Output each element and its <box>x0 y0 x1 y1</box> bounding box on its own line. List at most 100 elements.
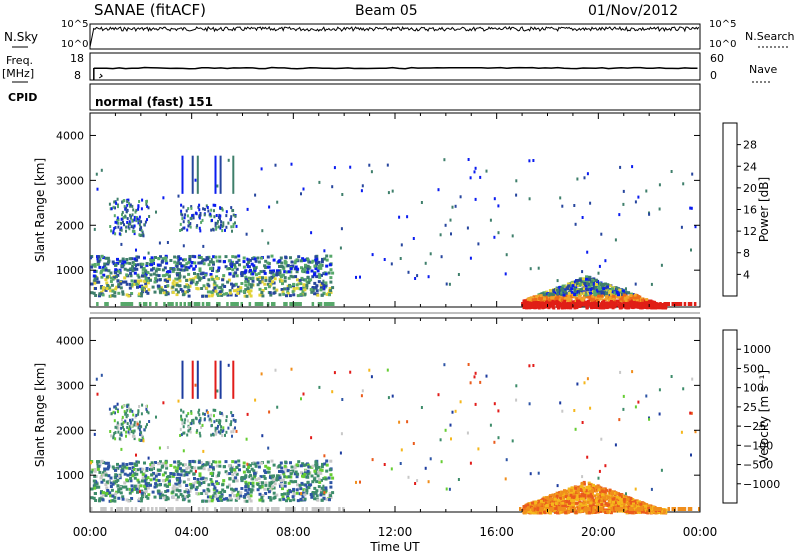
echo-cell <box>215 227 218 231</box>
echo-cell <box>187 425 190 429</box>
echo-cell <box>143 274 146 278</box>
echo-cell <box>220 293 224 297</box>
header-date: 01/Nov/2012 <box>588 3 679 19</box>
echo-cell <box>211 277 215 281</box>
echo-cell <box>307 486 311 490</box>
echo-cell <box>163 302 166 306</box>
echo-cell <box>285 302 288 306</box>
echo-cell <box>690 206 693 210</box>
echo-cell <box>224 228 226 232</box>
echo-cell <box>242 465 246 469</box>
echo-cell <box>306 270 310 274</box>
echo-cell <box>180 469 184 473</box>
echo-cell <box>147 493 151 497</box>
echo-cell <box>105 492 109 496</box>
echo-cell <box>252 469 256 473</box>
echo-cell <box>316 293 320 297</box>
echo-cell <box>166 489 170 493</box>
echo-cell <box>136 285 139 289</box>
echo-cell <box>137 294 141 298</box>
echo-cell <box>691 172 694 176</box>
echo-cell <box>325 258 329 262</box>
echo-cell <box>222 221 225 225</box>
echo-cell <box>131 469 135 473</box>
echo-cell <box>146 486 150 490</box>
echo-cell <box>575 290 579 294</box>
echo-cell <box>640 298 644 302</box>
echo-cell <box>116 279 120 283</box>
echo-cell <box>296 472 300 476</box>
echo-cell <box>234 293 238 297</box>
echo-cell <box>607 499 611 503</box>
echo-cell <box>157 286 161 290</box>
echo-cell <box>648 212 651 216</box>
echo-cell <box>253 257 257 261</box>
echo-cell <box>212 203 215 207</box>
echo-cell <box>182 275 186 279</box>
echo-cell <box>302 392 305 396</box>
echo-cell <box>451 410 454 414</box>
echo-cell <box>183 463 187 467</box>
echo-cell <box>106 302 109 306</box>
echo-cell <box>107 465 110 469</box>
echo-cell <box>591 503 595 507</box>
echo-cell <box>360 394 363 398</box>
echo-cell <box>180 212 183 216</box>
echo-cell <box>244 474 248 478</box>
echo-cell <box>126 268 130 272</box>
echo-cell <box>129 267 133 271</box>
echo-cell <box>474 371 477 375</box>
echo-cell <box>300 192 302 196</box>
echo-cell <box>223 465 226 469</box>
echo-cell <box>135 472 139 476</box>
echo-cell <box>566 287 570 291</box>
echo-cell <box>172 484 176 488</box>
echo-cell <box>188 489 192 493</box>
echo-cell <box>133 472 137 476</box>
echo-cell <box>133 429 136 433</box>
echo-cell <box>249 283 253 287</box>
echo-cell <box>207 209 210 213</box>
echo-cell <box>120 433 123 437</box>
echo-cell <box>253 473 257 477</box>
echo-cell <box>440 255 443 259</box>
echo-cell <box>593 293 597 296</box>
echo-cell <box>270 275 274 279</box>
echo-cell <box>212 433 215 437</box>
echo-cell <box>313 469 317 473</box>
echo-cell <box>339 246 342 250</box>
echo-cell <box>242 260 246 264</box>
echo-cell <box>320 486 324 490</box>
echo-cell <box>187 294 191 298</box>
echo-cell <box>139 294 143 298</box>
echo-cell <box>108 407 111 411</box>
echo-cell <box>108 202 111 206</box>
echo-cell <box>92 291 96 295</box>
echo-cell <box>93 227 96 231</box>
echo-cell <box>190 205 193 209</box>
echo-cell <box>147 288 151 292</box>
echo-cell <box>128 302 132 306</box>
echo-cell <box>189 281 193 285</box>
echo-cell <box>324 477 328 481</box>
echo-cell <box>197 410 200 414</box>
echo-cell <box>582 480 586 484</box>
echo-cell <box>227 278 231 282</box>
echo-cell <box>181 498 185 502</box>
echo-cell <box>523 299 527 303</box>
echo-cell <box>231 286 234 290</box>
echo-cell <box>129 418 131 422</box>
echo-cell <box>151 464 155 468</box>
echo-cell <box>210 275 214 279</box>
echo-cell <box>93 469 97 473</box>
echo-cell <box>146 204 149 208</box>
echo-cell <box>227 483 231 487</box>
echo-cell <box>626 295 630 299</box>
echo-cell <box>209 214 212 218</box>
echo-cell <box>132 487 136 491</box>
echo-cell <box>299 487 303 491</box>
echo-cell <box>558 286 562 289</box>
echo-cell <box>556 484 559 488</box>
echo-cell <box>197 276 201 280</box>
echo-cell <box>175 498 179 502</box>
